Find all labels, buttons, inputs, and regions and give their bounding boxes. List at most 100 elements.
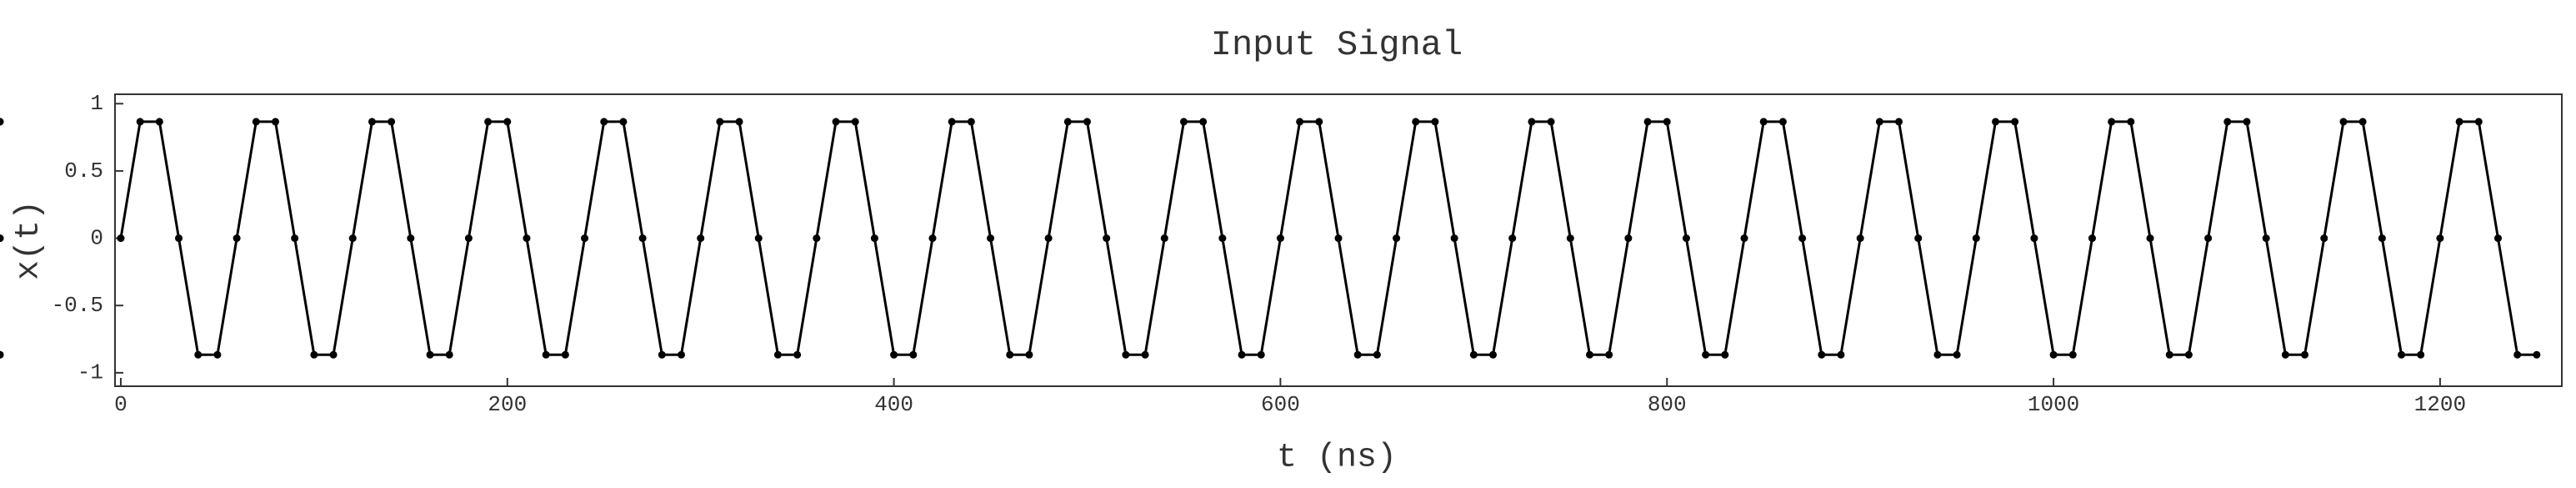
sample-point — [1914, 234, 1923, 243]
sample-point — [0, 234, 4, 243]
sample-point — [1624, 234, 1633, 243]
sample-point — [2301, 350, 2309, 359]
x-axis-label: t (ns) — [1277, 440, 1397, 477]
y-tick-label: 0.5 — [64, 158, 103, 184]
sample-point — [1296, 118, 1304, 126]
sample-point — [348, 234, 357, 243]
sample-point — [2243, 118, 2251, 126]
sample-point — [773, 350, 782, 359]
sample-point — [2049, 350, 2058, 359]
sample-point — [1353, 350, 1362, 359]
sample-point — [1972, 234, 1980, 243]
sample-point — [155, 118, 163, 126]
sample-point — [194, 350, 203, 359]
sample-point — [1875, 118, 1883, 126]
sample-point — [1238, 350, 1246, 359]
sample-point — [1025, 350, 1033, 359]
sample-point — [2455, 118, 2463, 126]
sample-point — [948, 118, 956, 126]
x-tick-label: 1200 — [2414, 392, 2466, 417]
sample-point — [1953, 350, 1961, 359]
signal-line — [119, 120, 2537, 356]
sample-point — [2165, 350, 2173, 359]
y-tick-label: -0.5 — [52, 293, 103, 318]
sample-point — [1585, 350, 1593, 359]
sample-point — [1721, 350, 1729, 359]
sample-point — [1643, 118, 1652, 126]
sample-point — [2088, 234, 2096, 243]
sample-point — [678, 350, 686, 359]
sample-point — [2204, 234, 2213, 243]
sample-point — [987, 234, 995, 243]
sample-point — [2339, 118, 2348, 126]
sample-point — [464, 234, 473, 243]
sample-point — [2127, 118, 2135, 126]
sample-point — [1759, 118, 1768, 126]
sample-point — [2281, 350, 2289, 359]
sample-point — [1373, 350, 1381, 359]
sample-point — [2513, 350, 2522, 359]
x-tick-label: 800 — [1648, 392, 1687, 417]
sample-point — [426, 350, 434, 359]
sample-point — [291, 234, 299, 243]
x-tick-label: 0 — [114, 392, 128, 417]
sample-point — [2417, 350, 2425, 359]
sample-point — [1489, 350, 1498, 359]
sample-point — [1199, 118, 1208, 126]
sample-point — [870, 234, 878, 243]
sample-point — [542, 350, 550, 359]
sample-point — [1160, 234, 1168, 243]
sample-point — [813, 234, 821, 243]
sample-point — [2474, 118, 2483, 126]
sample-point — [1450, 234, 1458, 243]
sample-point — [1895, 118, 1903, 126]
sample-point — [851, 118, 859, 126]
sample-point — [2184, 350, 2193, 359]
sample-point — [967, 118, 975, 126]
sample-point — [2068, 350, 2077, 359]
x-tick-label: 400 — [874, 392, 913, 417]
sample-point — [697, 234, 705, 243]
sample-point — [2030, 234, 2038, 243]
sample-point — [1276, 234, 1284, 243]
sample-point — [2358, 118, 2367, 126]
sample-point — [2436, 234, 2444, 243]
sample-point — [136, 118, 144, 126]
sample-point — [0, 118, 4, 126]
sample-point — [0, 350, 4, 359]
sample-point — [1103, 234, 1111, 243]
sample-point — [1083, 118, 1092, 126]
sample-point — [252, 118, 260, 126]
sample-point — [1006, 350, 1014, 359]
sample-point — [1547, 118, 1555, 126]
sample-point — [117, 234, 125, 243]
sample-point — [1566, 234, 1574, 243]
sample-point — [2398, 350, 2406, 359]
sample-point — [2320, 234, 2328, 243]
sample-point — [735, 118, 743, 126]
sample-point — [2146, 234, 2154, 243]
sample-point — [561, 350, 569, 359]
sample-point — [1393, 234, 1401, 243]
sample-point — [1179, 118, 1188, 126]
sample-point — [1431, 118, 1439, 126]
sample-point — [1141, 350, 1149, 359]
sample-point — [1740, 234, 1748, 243]
sample-point — [484, 118, 493, 126]
sample-point — [1412, 118, 1420, 126]
x-tick-label: 600 — [1261, 392, 1300, 417]
sample-point — [2108, 118, 2116, 126]
sample-point — [503, 118, 512, 126]
sample-point — [1933, 350, 1942, 359]
sample-point — [600, 118, 608, 126]
sample-point — [890, 350, 898, 359]
sample-point — [1063, 118, 1072, 126]
x-tick-label: 1000 — [2028, 392, 2079, 417]
sample-point — [310, 350, 318, 359]
sample-point — [2533, 350, 2541, 359]
sample-point — [581, 234, 589, 243]
sample-point — [175, 234, 183, 243]
sample-point — [523, 234, 531, 243]
sample-point — [1508, 234, 1517, 243]
